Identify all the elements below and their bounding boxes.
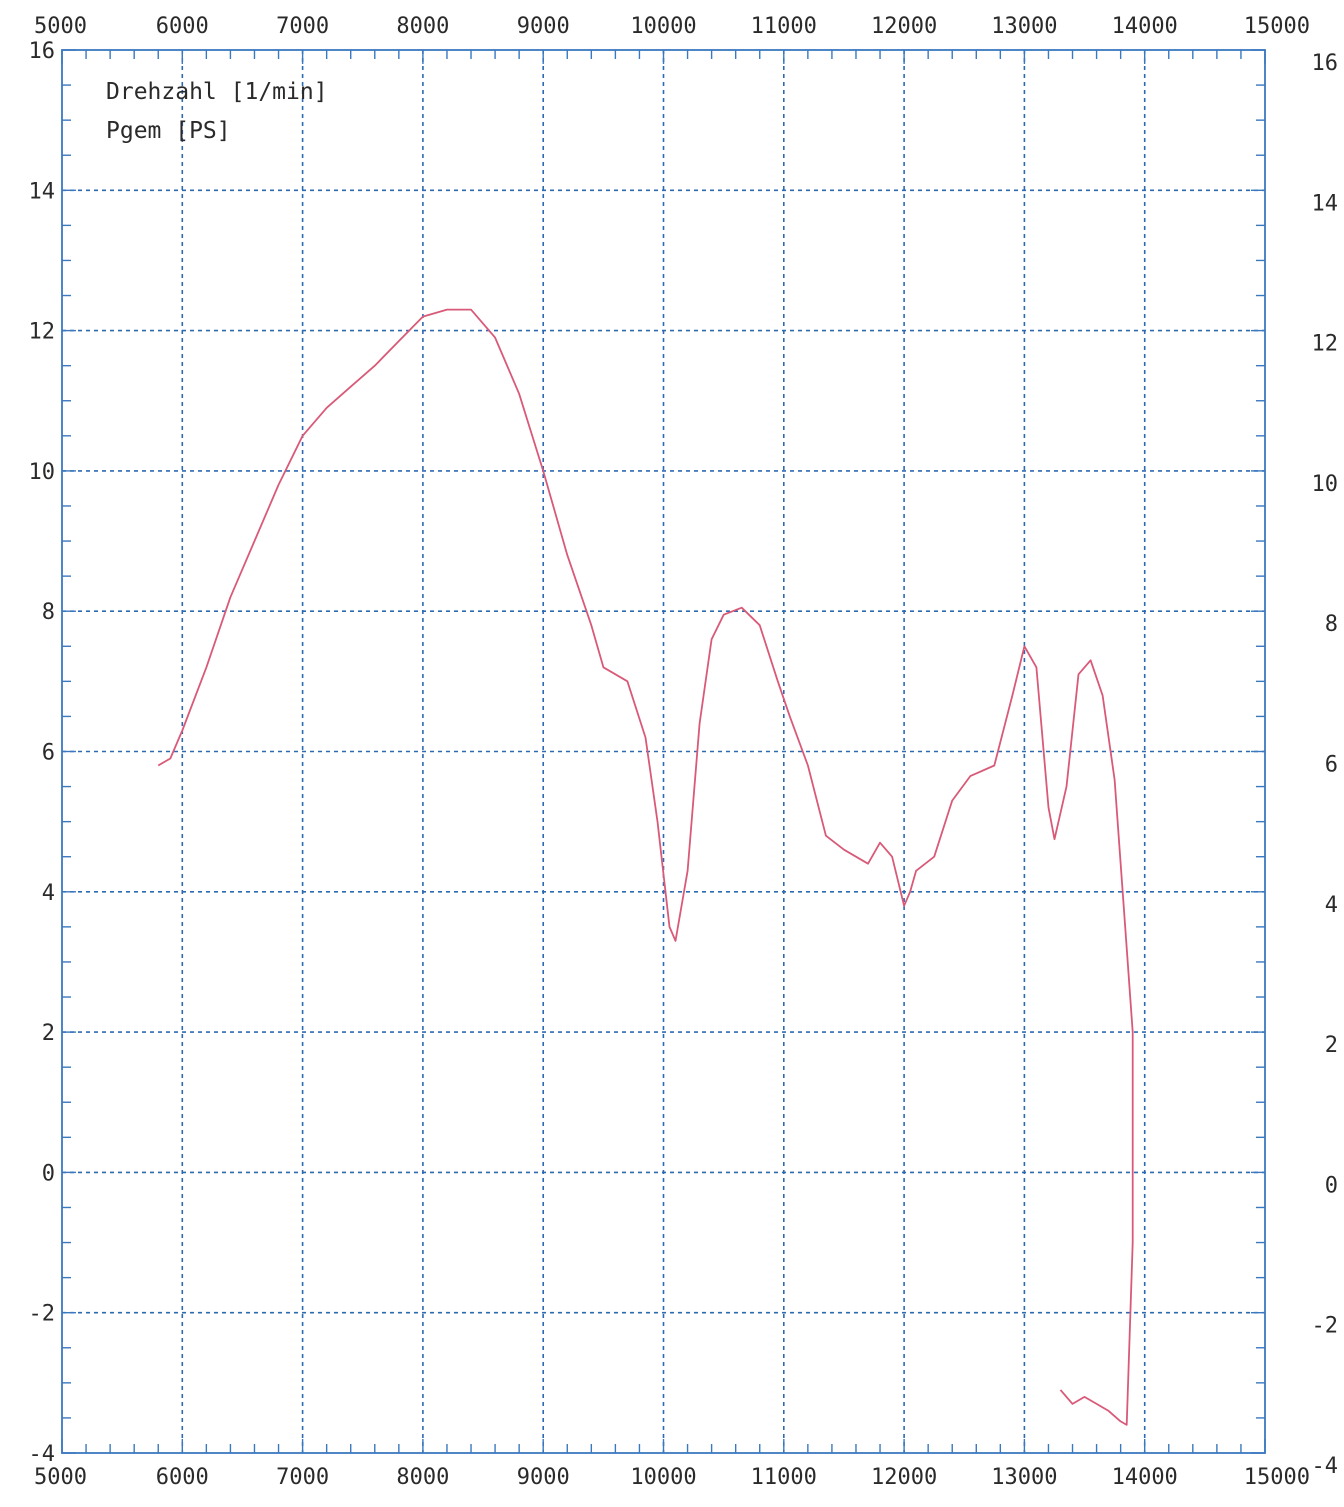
y-tick-label-left: 10 [29,460,56,485]
plot-frame [61,49,1266,1454]
x-tick-label-bottom: 11000 [751,1465,817,1490]
series-line-pgem [157,308,1134,1426]
series-layer [157,308,1134,1426]
x-tick-label-bottom: 6000 [156,1465,209,1490]
x-tick-label-top: 11000 [751,14,817,39]
y-tick-label-left: 6 [42,741,55,766]
x-tick-label-top: 12000 [871,14,937,39]
y-tick-label-left: 2 [42,1021,55,1046]
y-tick-label-right: 6 [1325,753,1338,778]
x-tick-label-top: 7000 [276,14,329,39]
y-tick-label-left: 16 [29,39,56,64]
x-tick-label-bottom: 10000 [630,1465,696,1490]
legend-entry: Drehzahl [1/min] [106,79,328,105]
y-tick-label-left: 8 [42,600,55,625]
y-tick-label-right: -2 [1312,1314,1339,1339]
legend-entry: Pgem [PS] [106,118,231,144]
y-tick-label-right: 14 [1312,191,1339,216]
x-tick-label-top: 14000 [1112,14,1178,39]
x-tick-label-bottom: 13000 [991,1465,1057,1490]
x-tick-label-bottom: 12000 [871,1465,937,1490]
x-tick-label-top: 13000 [991,14,1057,39]
x-tick-label-bottom: 9000 [517,1465,570,1490]
y-tick-label-left: -2 [29,1302,56,1327]
y-tick-label-left: 12 [29,320,56,345]
y-tick-label-right: 8 [1325,612,1338,637]
y-tick-label-left: 4 [42,881,55,906]
x-tick-label-top: 5000 [34,14,87,39]
y-tick-label-right: 0 [1325,1173,1338,1198]
x-tick-label-top: 8000 [396,14,449,39]
x-tick-label-bottom: 5000 [34,1465,87,1490]
x-tick-label-top: 15000 [1244,14,1310,39]
label-layer: 5000 5000 6000 6000 7000 7000 8000 8000 9000 9000… [29,14,1339,1490]
x-tick-label-top: 10000 [630,14,696,39]
x-tick-label-top: 6000 [156,14,209,39]
y-tick-label-right: 16 [1312,51,1339,76]
legend: Drehzahl [1/min] Pgem [PS] [106,79,328,144]
y-tick-label-right: 4 [1325,893,1338,918]
y-tick-label-left: 14 [29,179,56,204]
y-tick-label-right: 10 [1312,472,1339,497]
y-tick-label-left: -4 [29,1442,56,1467]
x-tick-label-bottom: 7000 [276,1465,329,1490]
y-tick-label-right: 12 [1312,332,1339,357]
x-tick-label-bottom: 8000 [396,1465,449,1490]
y-tick-label-right: 2 [1325,1033,1338,1058]
x-tick-label-top: 9000 [517,14,570,39]
y-tick-label-right: -4 [1312,1454,1339,1479]
x-tick-label-bottom: 14000 [1112,1465,1178,1490]
grid-layer [62,50,1265,1453]
x-tick-label-bottom: 15000 [1244,1465,1310,1490]
y-tick-label-left: 0 [42,1161,55,1186]
